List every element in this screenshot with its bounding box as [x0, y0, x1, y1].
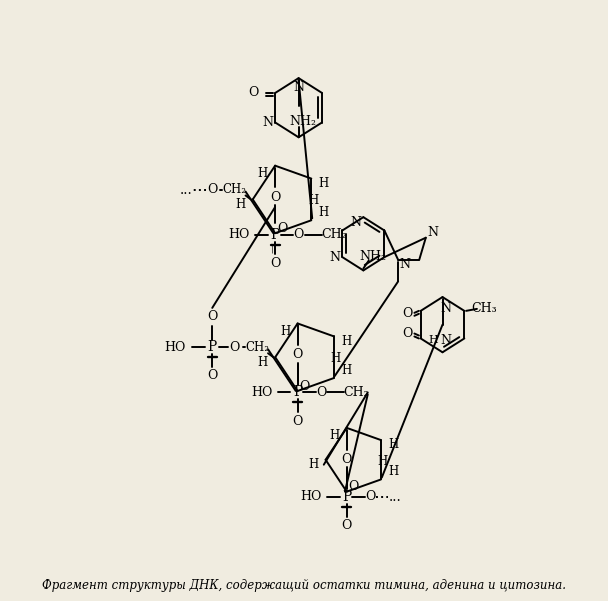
Text: CH₂: CH₂ — [223, 183, 247, 196]
Text: H: H — [389, 465, 399, 478]
Text: P: P — [293, 385, 302, 400]
Text: O: O — [207, 370, 218, 382]
Text: H: H — [280, 325, 290, 338]
Text: O: O — [270, 191, 280, 204]
Text: O: O — [249, 87, 259, 99]
Text: P: P — [342, 490, 351, 504]
Text: H: H — [341, 364, 351, 377]
Text: ...: ... — [389, 490, 402, 504]
Text: N: N — [427, 226, 438, 239]
Text: O: O — [300, 380, 310, 392]
Text: H: H — [258, 356, 268, 368]
Text: ...: ... — [180, 183, 193, 197]
Text: NH₂: NH₂ — [359, 250, 386, 263]
Text: O: O — [292, 415, 303, 427]
Text: CH₂: CH₂ — [321, 228, 347, 241]
Text: O: O — [342, 519, 352, 532]
Text: N: N — [293, 82, 304, 94]
Text: P: P — [207, 340, 217, 355]
Text: O: O — [402, 327, 412, 340]
Text: Фрагмент структуры ДНК, содержащий остатки тимина, аденина и цитозина.: Фрагмент структуры ДНК, содержащий остат… — [42, 579, 566, 593]
Text: HO: HO — [300, 490, 322, 504]
Text: CH₂: CH₂ — [245, 341, 269, 354]
Text: O: O — [342, 453, 352, 466]
Text: O: O — [292, 349, 303, 361]
Text: O: O — [293, 228, 303, 241]
Text: H: H — [319, 206, 329, 219]
Text: H: H — [378, 455, 388, 468]
Text: ||: || — [271, 245, 277, 254]
Text: N: N — [263, 116, 274, 129]
Text: O: O — [402, 307, 412, 320]
Text: O: O — [207, 183, 218, 196]
Text: NH₂: NH₂ — [289, 115, 317, 128]
Text: H: H — [429, 335, 438, 346]
Text: N: N — [330, 251, 340, 264]
Text: H: H — [341, 335, 351, 348]
Text: H: H — [308, 458, 318, 471]
Text: HO: HO — [251, 386, 272, 399]
Text: N: N — [441, 302, 452, 316]
Text: P: P — [271, 228, 280, 242]
Text: H: H — [389, 439, 399, 451]
Text: H: H — [331, 352, 340, 365]
Text: O: O — [230, 341, 240, 354]
Text: O: O — [316, 386, 326, 399]
Text: O: O — [349, 480, 359, 493]
Text: HO: HO — [164, 341, 185, 354]
Text: N: N — [441, 334, 452, 347]
Text: CH₃: CH₃ — [471, 302, 497, 316]
Text: H: H — [257, 167, 268, 180]
Text: H: H — [235, 198, 245, 211]
Text: O: O — [207, 310, 218, 323]
Text: HO: HO — [229, 228, 250, 241]
Text: O: O — [277, 222, 288, 235]
Text: CH₂: CH₂ — [344, 386, 369, 399]
Text: N: N — [400, 258, 411, 271]
Text: N: N — [351, 216, 362, 228]
Text: H: H — [308, 194, 318, 207]
Text: H: H — [319, 177, 329, 190]
Text: O: O — [270, 257, 280, 270]
Text: H: H — [329, 429, 339, 442]
Text: O: O — [365, 490, 375, 504]
